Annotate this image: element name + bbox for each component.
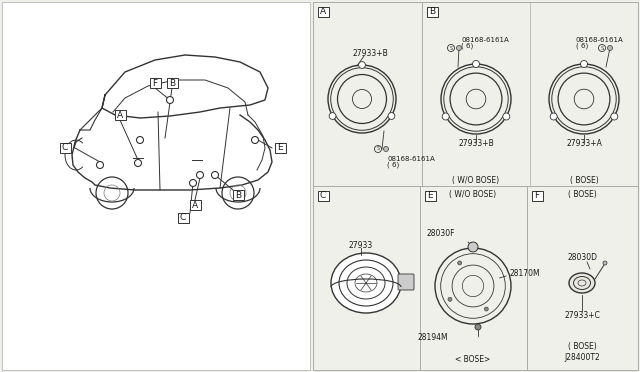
Bar: [317, 7, 328, 17]
Circle shape: [468, 242, 478, 252]
Circle shape: [611, 113, 618, 120]
Circle shape: [211, 171, 218, 179]
Text: 27933+A: 27933+A: [566, 140, 602, 148]
Circle shape: [196, 171, 204, 179]
Bar: [531, 191, 543, 201]
Circle shape: [550, 113, 557, 120]
Text: S: S: [600, 45, 604, 51]
Circle shape: [503, 113, 510, 120]
Circle shape: [97, 161, 104, 169]
Text: ( BOSE): ( BOSE): [568, 341, 596, 350]
Circle shape: [580, 61, 588, 67]
Bar: [177, 213, 189, 223]
Text: A: A: [192, 201, 198, 209]
Bar: [166, 78, 177, 88]
Text: ( 6): ( 6): [576, 43, 588, 49]
Text: 28030F: 28030F: [426, 230, 455, 238]
Text: 27933+B: 27933+B: [458, 140, 494, 148]
Bar: [426, 7, 438, 17]
Text: 27933+C: 27933+C: [564, 311, 600, 320]
Bar: [232, 190, 243, 200]
Text: B: B: [429, 7, 435, 16]
Text: ( 6): ( 6): [387, 162, 399, 168]
Text: ( BOSE): ( BOSE): [568, 189, 596, 199]
Text: 08168-6161A: 08168-6161A: [461, 37, 509, 43]
Text: E: E: [427, 192, 433, 201]
Text: ( 6): ( 6): [461, 43, 473, 49]
FancyBboxPatch shape: [398, 274, 414, 290]
Bar: [424, 191, 435, 201]
Circle shape: [358, 62, 365, 68]
Bar: [317, 191, 328, 201]
Circle shape: [484, 307, 488, 311]
Text: A: A: [117, 110, 123, 119]
Circle shape: [134, 160, 141, 167]
Bar: [275, 143, 285, 153]
Text: C: C: [62, 144, 68, 153]
Text: F: F: [152, 78, 157, 87]
Bar: [60, 143, 70, 153]
Circle shape: [435, 248, 511, 324]
Bar: [2, 2, 310, 370]
Bar: [150, 78, 161, 88]
Circle shape: [383, 147, 388, 151]
Text: S: S: [449, 45, 452, 51]
Text: 28194M: 28194M: [417, 334, 448, 343]
Bar: [189, 200, 200, 210]
Text: 08168-6161A: 08168-6161A: [576, 37, 624, 43]
Circle shape: [166, 96, 173, 103]
Circle shape: [475, 324, 481, 330]
Text: S: S: [376, 147, 380, 151]
Circle shape: [456, 45, 461, 51]
Text: < BOSE>: < BOSE>: [456, 356, 491, 365]
Circle shape: [329, 113, 336, 119]
Text: ( W/O BOSE): ( W/O BOSE): [452, 176, 500, 185]
Text: 27933+B: 27933+B: [352, 48, 388, 58]
Text: ( BOSE): ( BOSE): [570, 176, 598, 185]
Text: A: A: [320, 7, 326, 16]
Circle shape: [136, 137, 143, 144]
Bar: [115, 110, 125, 120]
Text: B: B: [235, 190, 241, 199]
Text: 28030D: 28030D: [567, 253, 597, 263]
Circle shape: [448, 297, 452, 301]
Text: ( W/O BOSE): ( W/O BOSE): [449, 189, 497, 199]
Circle shape: [442, 113, 449, 120]
Circle shape: [458, 261, 461, 265]
Circle shape: [388, 113, 395, 119]
Text: J28400T2: J28400T2: [564, 353, 600, 362]
Text: E: E: [277, 144, 283, 153]
Text: 28170M: 28170M: [509, 269, 540, 279]
Circle shape: [607, 45, 612, 51]
Text: C: C: [180, 214, 186, 222]
Ellipse shape: [569, 273, 595, 293]
Circle shape: [472, 61, 479, 67]
Ellipse shape: [331, 253, 401, 313]
Circle shape: [603, 261, 607, 265]
Circle shape: [189, 180, 196, 186]
Text: 08168-6161A: 08168-6161A: [387, 156, 435, 162]
Circle shape: [252, 137, 259, 144]
Text: C: C: [320, 192, 326, 201]
Text: 27933: 27933: [349, 241, 373, 250]
Text: F: F: [534, 192, 540, 201]
Text: B: B: [169, 78, 175, 87]
